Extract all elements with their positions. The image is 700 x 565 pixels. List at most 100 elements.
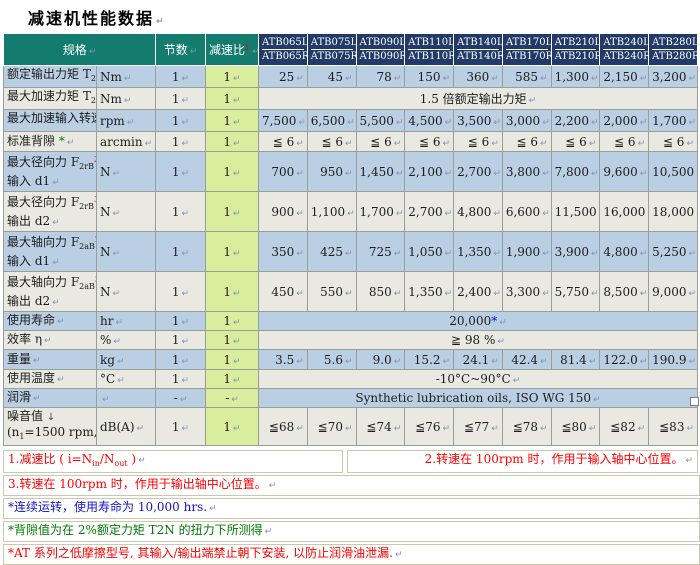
value-cell: 950 ↵ [306,151,357,192]
value-cell: ≦70 ↵ [306,407,357,446]
paragraph-mark-icon: ↵ [181,356,190,367]
paragraph-mark-icon: ↵ [181,376,190,386]
paragraph-mark-icon: ↵ [442,423,451,434]
value-cell: 3,800 ↵ [501,151,552,192]
model-header-1: ATB065L▮ATB065R▮ [258,33,308,66]
text-part: 输入 d1 [7,174,51,188]
paragraph-mark-icon: ↵ [540,423,548,434]
text-part: 2aB [79,242,95,251]
model-name-bottom: ATB210R▮ [554,51,599,62]
text-part: *背隙值为在 2%额定力矩 T2N 的扭力下所测得 [8,523,263,537]
paragraph-mark-icon: ↵ [296,288,304,299]
value-cell: 1,450 ↵ [355,151,406,192]
paragraph-mark-icon: ↵ [540,138,548,149]
page-title: 减速机性能数据 ↵ [28,5,700,29]
row-label-weight: 重量 ↵ [3,349,97,370]
value-cell: ≦ 6 ↵ [501,131,552,152]
model-name-top: ATB140L▮ [457,37,501,50]
header-row: 规格↵ 节数↵ 减速比1↵ ATB065L▮ATB065R▮ATB075L▮AT… [3,33,698,66]
paragraph-mark-icon: ↵ [688,73,697,84]
value-cell: 585 ↵ [501,65,552,88]
paragraph-mark-icon: ↵ [540,356,548,367]
paragraph-mark-icon: ↵ [542,117,550,128]
text-part: 1 [19,432,25,441]
sections-cell: - ↵ [155,388,206,408]
unit-cell: N ↵ [96,151,156,192]
value-cell: 350 ↵ [258,231,308,272]
row-label-noise-level: 噪音值 ↓(n1=1500 rpm, 无负载)↵ [3,407,97,446]
value-cell: ≦74 ↵ [355,407,406,446]
row-label-line2: 输入 d1 ↵ [7,254,93,270]
paragraph-mark-icon: ↵ [637,423,646,434]
paragraph-mark-icon: ↵ [593,395,601,405]
value-cell: 5,250 ↵ [648,231,698,272]
paragraph-mark-icon: ↵ [442,138,451,149]
value-cell: 1,350 ↵ [404,271,455,312]
footnotes: 1.减速比 ( i=Nin/Nout ) ↵ 2.转速在 100rpm 时，作用于输… [3,448,700,565]
merged-value-cell: -10°C~90°C ↵ [258,369,698,389]
paragraph-mark-icon: ↵ [647,209,648,219]
merged-value-cell: 1.5 倍额定输出力矩 ↵ [258,87,698,110]
value-cell: ≦78 ↵ [501,407,552,446]
paragraph-mark-icon: ↵ [444,288,453,299]
value-cell: ≦ 6 ↵ [453,131,503,152]
footnote-row: 1.减速比 ( i=Nin/Nout ) ↵ 2.转速在 100rpm 时，作用于输… [3,448,698,473]
ratio-cell: 1 ↵ [205,231,259,272]
paragraph-mark-icon: ↵ [393,423,402,434]
row-label-line2: (n1=1500 rpm, 无负载)↵ [7,425,96,444]
footnote-reduction-ratio: 1.减速比 ( i=Nin/Nout ) ↵ [3,450,343,473]
model-name-top: ATB110L▮ [408,37,453,50]
value-cell: 18,000↵ [648,191,698,232]
table-resize-handle[interactable] [690,397,699,406]
paragraph-mark-icon: ↵ [344,288,353,299]
paragraph-mark-icon: ↵ [393,73,402,84]
paragraph-mark-icon: ↵ [394,550,403,560]
paragraph-mark-icon: ↵ [395,208,404,219]
row-label-line1: 最大轴向力 F2aB3↓ [7,273,96,294]
model-name-top: ATB280L▮ [652,35,697,50]
sections-cell: 1 ↵ [155,330,206,350]
value-cell: 81.4 ↵ [550,349,601,370]
text-part: *AT 系列之低摩擦型号, 其输入/输出端禁止朝下安装, 以防止润滑油泄漏. [8,546,393,560]
paragraph-mark-icon: ↵ [512,376,521,386]
paragraph-mark-icon: ↵ [156,17,166,27]
value-cell: 1,900 ↵ [501,231,552,272]
paragraph-mark-icon: ↵ [102,395,110,405]
paragraph-mark-icon: ↵ [590,73,599,84]
paragraph-mark-icon: ↵ [112,168,121,179]
sections-cell: 1 ↵ [155,131,206,152]
value-cell: 25 ↵ [258,65,308,88]
paragraph-mark-icon: ↵ [442,356,451,367]
value-cell: 5,500 ↵ [355,109,406,132]
paragraph-mark-icon: ↵ [296,208,304,219]
page-title-text: 减速机性能数据 [28,9,155,28]
value-cell: 190.9 ↵ [648,349,698,370]
paragraph-mark-icon: ↵ [542,168,550,179]
value-cell: 3,500 ↵ [453,109,503,132]
footnote-output-shaft: 3.转速在 100rpm 时，作用于输出轴中心位置。 ↵ [3,475,700,496]
paragraph-mark-icon: ↵ [181,208,190,219]
paragraph-mark-icon: ↵ [117,376,125,386]
table-row-max-acceleration-torque: 最大加速力矩 T2B↵Nm↵1↵1↵1.5 倍额定输出力矩↵ [3,87,698,110]
paragraph-mark-icon: ↵ [393,288,402,299]
paragraph-mark-icon: ↵ [181,318,190,328]
paragraph-mark-icon: ↵ [395,168,404,179]
value-cell: 2,150 ↵ [599,65,650,88]
header-sections-label: 节数 [163,43,188,57]
text-part: *连续运转，使用寿命为 10,000 hrs. [8,500,208,514]
text-part: * [491,314,498,328]
value-cell: 3.5 ↵ [258,349,308,370]
model-header-7: ATB210L▮ATB210R▮ [550,33,601,66]
paragraph-mark-icon: ↵ [688,248,697,259]
paragraph-mark-icon: ↵ [233,208,241,219]
value-cell: 2,700 ↵ [453,151,503,192]
performance-table: 规格↵ 节数↵ 减速比1↵ ATB065L▮ATB065R▮ATB075L▮AT… [3,33,698,446]
text-part: 额定输出力矩 T [7,67,91,81]
value-cell: 725 ↵ [355,231,406,272]
value-cell: 1,700 ↵ [648,109,698,132]
value-cell: ≦76 ↵ [404,407,455,446]
unit-cell: Nm ↵ [96,65,156,88]
value-cell: 2,000 ↵ [599,109,650,132]
sections-cell: 1 ↵ [155,349,206,370]
value-cell: 2,100 ↵ [404,151,455,192]
